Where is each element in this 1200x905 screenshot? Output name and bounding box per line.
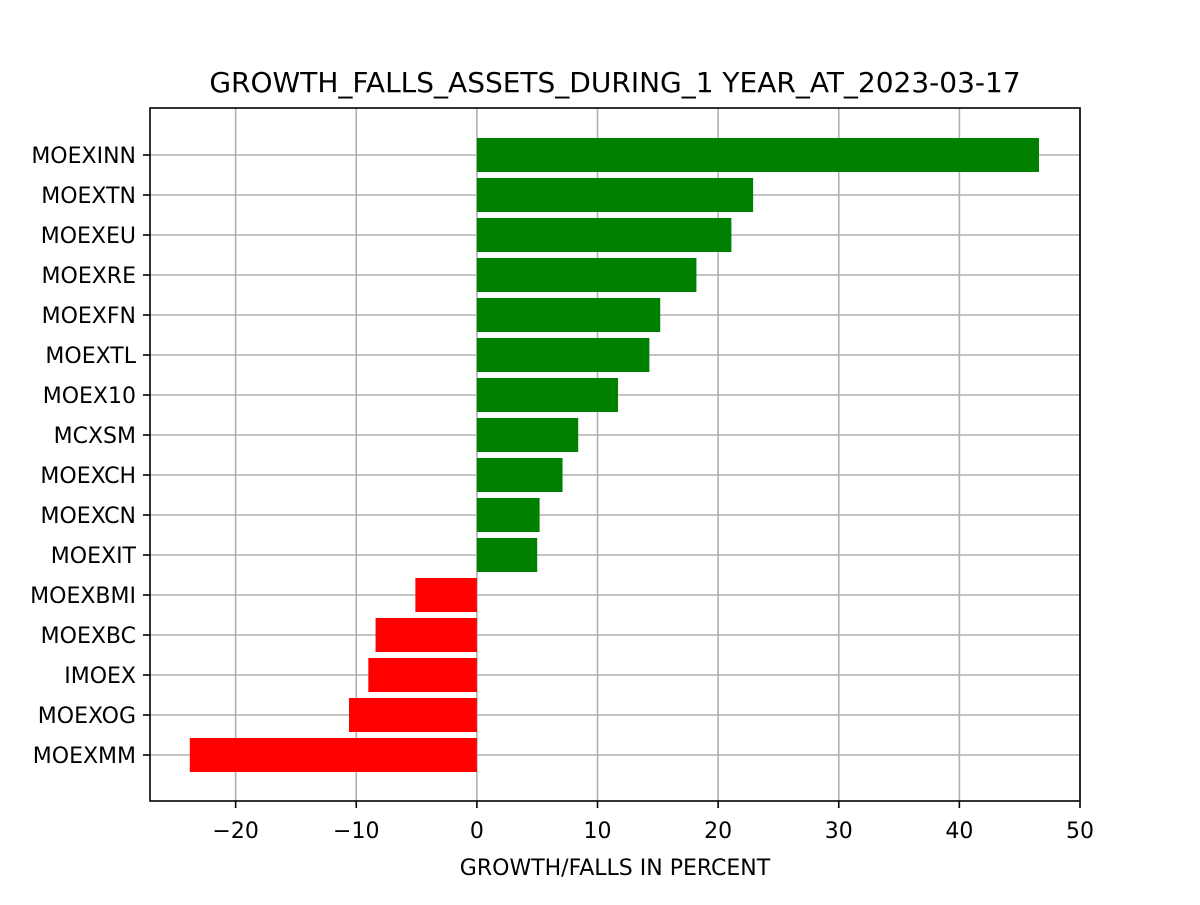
bar (476, 458, 563, 492)
y-tick-label: MOEXINN (31, 144, 136, 169)
bar (476, 298, 661, 332)
x-tick-label: −10 (333, 819, 379, 844)
y-tick-label: MOEXIT (51, 544, 137, 569)
y-tick-label: MOEXEU (41, 224, 136, 249)
bar (476, 498, 540, 532)
x-axis-label: GROWTH/FALLS IN PERCENT (460, 856, 771, 881)
plot-frame (149, 107, 1081, 802)
y-tick-label: MCXSM (54, 424, 136, 449)
bar (349, 698, 477, 732)
y-tick-label: MOEXBC (41, 624, 136, 649)
bar (189, 738, 477, 772)
y-axis-ticks: MOEXINN MOEXTN MOEXEU MOEXRE MOEXFN MOEXTL MOE… (30, 144, 150, 769)
bar (476, 378, 619, 412)
bar (415, 578, 477, 612)
y-tick-label: MOEXTL (45, 344, 136, 369)
y-tick-label: MOEXRE (42, 264, 136, 289)
bar (476, 218, 732, 252)
chart-title: GROWTH_FALLS_ASSETS_DURING_1 YEAR_AT_202… (209, 66, 1020, 99)
bar (476, 338, 650, 372)
y-tick-label: MOEXTN (41, 184, 136, 209)
x-tick-label: −20 (212, 819, 258, 844)
y-tick-label: MOEXBMI (30, 584, 136, 609)
bar (476, 178, 754, 212)
bar (476, 418, 579, 452)
x-axis-ticks: −20 −10 0 10 20 30 40 50 (212, 801, 1094, 844)
bar (476, 538, 538, 572)
x-tick-label: 10 (584, 819, 612, 844)
bar (375, 618, 477, 652)
x-tick-label: 30 (825, 819, 853, 844)
x-tick-label: 0 (470, 819, 484, 844)
y-tick-label: MOEXCN (41, 504, 137, 529)
bar (476, 138, 1039, 172)
bars (189, 138, 1039, 772)
y-tick-label: MOEXCH (40, 464, 136, 489)
y-tick-label: MOEX10 (43, 384, 136, 409)
x-tick-label: 50 (1066, 819, 1094, 844)
y-tick-label: MOEXFN (42, 304, 136, 329)
bar (368, 658, 477, 692)
y-tick-label: MOEXOG (38, 704, 136, 729)
x-tick-label: 20 (704, 819, 732, 844)
y-tick-label: MOEXMM (33, 744, 136, 769)
bar (476, 258, 697, 292)
y-tick-label: IMOEX (64, 664, 136, 689)
x-tick-label: 40 (945, 819, 973, 844)
